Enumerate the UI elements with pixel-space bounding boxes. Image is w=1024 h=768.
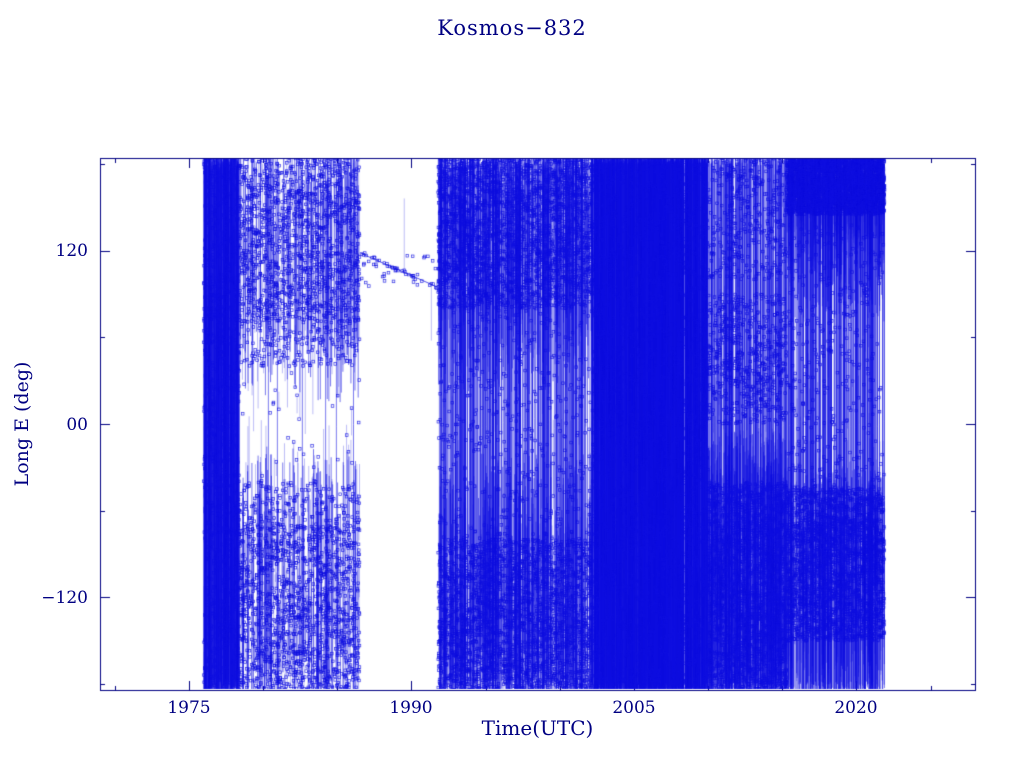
y-tick-label-minus120: −120	[41, 588, 88, 608]
y-tick-label-120: 120	[55, 241, 88, 261]
x-tick-label-1975: 1975	[167, 698, 211, 718]
y-tick-label-00: 00	[66, 415, 88, 435]
x-tick-label-2020: 2020	[834, 698, 878, 718]
x-tick-label-2005: 2005	[612, 698, 656, 718]
x-axis-label: Time(UTC)	[481, 716, 594, 740]
chart-title: Kosmos−832	[437, 16, 587, 40]
x-tick-label-1990: 1990	[389, 698, 433, 718]
